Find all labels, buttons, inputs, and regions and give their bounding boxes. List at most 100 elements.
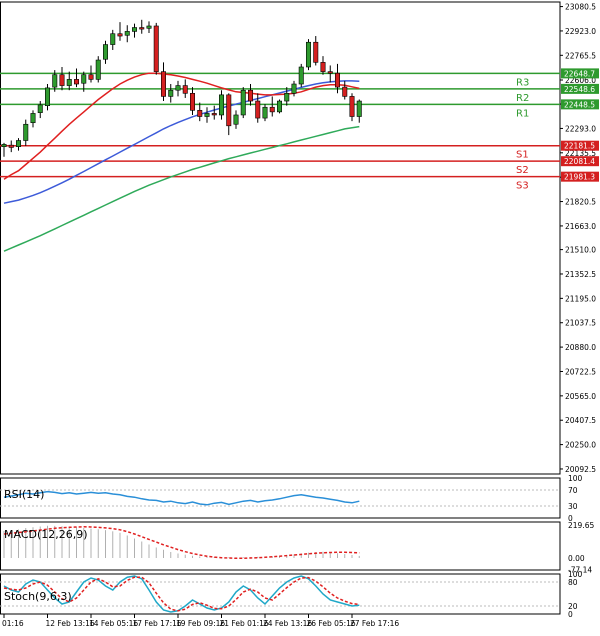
candle-body: [59, 74, 65, 86]
candle-body: [88, 74, 94, 80]
candle-body: [349, 96, 355, 117]
candle-body: [356, 100, 362, 117]
y-tick-label: 21820.5: [565, 198, 596, 207]
candle-body: [153, 25, 159, 72]
candle-body: [44, 87, 50, 106]
candle-body: [313, 41, 319, 63]
y-tick-label: 20565.0: [565, 392, 596, 401]
y-tick-label: 21195.0: [565, 294, 596, 303]
candle-body: [1, 144, 7, 147]
candle-body: [146, 25, 152, 29]
candle-body: [161, 71, 167, 97]
macd-tick-label: 0.00: [568, 554, 585, 563]
candle-body: [342, 86, 348, 97]
level-label-s1: S1: [516, 150, 529, 161]
y-tick-label: 20407.5: [565, 416, 596, 425]
candle-body: [52, 74, 58, 88]
level-label-r2: R2: [516, 93, 529, 104]
candle-body: [284, 93, 290, 102]
pane-frame-price: [0, 1, 561, 475]
y-tick-label: 22135.5: [565, 149, 596, 158]
y-tick-label: 20092.5: [565, 465, 596, 474]
y-tick-label: 21663.0: [565, 222, 596, 231]
candle-body: [8, 144, 14, 148]
y-tick-label: 23080.5: [565, 3, 596, 12]
x-tick-label: 21 Feb 01:16: [220, 619, 269, 628]
x-tick-label: 24 Feb 13:16: [263, 619, 312, 628]
level-price-value: 22081.4: [564, 157, 595, 166]
x-tick-label: 17 Feb 17:16: [133, 619, 182, 628]
candle-body: [117, 33, 123, 37]
candle-body: [204, 113, 210, 117]
level-price-tag-r1: [561, 99, 599, 110]
level-price-tag-r3: [561, 68, 599, 79]
ma-blue-line: [3, 80, 360, 204]
candle-body: [211, 113, 217, 116]
level-price-tag-s2: [561, 156, 599, 167]
ma-red-line: [3, 72, 360, 180]
candle-body: [226, 94, 232, 127]
candle-body: [81, 74, 87, 84]
x-tick-label: 12 Feb 13:16: [46, 619, 95, 628]
macd-signal-line: [3, 526, 360, 560]
candle-body: [320, 62, 326, 72]
candle-body: [139, 27, 145, 30]
candle-body: [15, 140, 21, 147]
level-price-tag-r2: [561, 83, 599, 94]
candle-body: [30, 113, 36, 124]
candle-body: [132, 27, 138, 32]
candle-body: [74, 79, 80, 85]
y-tick-label: 22923.0: [565, 27, 596, 36]
level-price-value: 21981.3: [564, 173, 595, 182]
stoch-k-line: [3, 575, 360, 613]
candle-body: [334, 72, 340, 88]
y-tick-label: 20250.0: [565, 441, 596, 450]
level-price-value: 22648.7: [564, 69, 595, 78]
candle-body: [124, 31, 130, 36]
level-price-tag-s1: [561, 140, 599, 151]
stoch-tick-label: 20: [568, 602, 578, 611]
rsi-tick-label: 100: [568, 474, 583, 483]
candle-body: [66, 79, 72, 86]
stoch-tick-label: 80: [568, 578, 578, 587]
candle-body: [240, 89, 246, 116]
pane-frame-macd: [0, 521, 561, 571]
y-tick-label: 21037.5: [565, 319, 596, 328]
candle-body: [248, 89, 254, 102]
candle-body: [269, 106, 275, 113]
candle-body: [95, 59, 101, 80]
level-label-s3: S3: [516, 181, 529, 192]
stoch-d-line: [3, 576, 360, 612]
rsi-tick-label: 30: [568, 502, 578, 511]
candle-body: [219, 94, 225, 116]
level-label-r3: R3: [516, 77, 529, 88]
x-tick-label: 27 Feb 17:16: [350, 619, 399, 628]
y-tick-label: 22293.0: [565, 124, 596, 133]
candle-body: [23, 123, 29, 141]
y-tick-label: 20880.0: [565, 343, 596, 352]
macd-tick-label: -77.14: [568, 566, 592, 575]
candle-body: [233, 114, 239, 125]
level-price-value: 22448.5: [564, 100, 595, 109]
stoch-title: Stoch(9,6,3): [4, 590, 72, 603]
x-tick-label: 26 Feb 05:16: [307, 619, 356, 628]
candle-body: [190, 93, 196, 111]
candle-body: [110, 33, 116, 45]
y-tick-label: 22765.5: [565, 51, 596, 60]
candle-body: [197, 110, 203, 117]
level-label-r1: R1: [516, 108, 529, 119]
candle-body: [305, 41, 311, 68]
level-price-value: 22548.6: [564, 85, 595, 94]
candle-body: [276, 100, 282, 113]
stoch-tick-label: 100: [568, 570, 583, 579]
candle-body: [262, 106, 268, 119]
y-tick-label: 21352.5: [565, 270, 596, 279]
level-price-tag-s3: [561, 171, 599, 182]
level-price-value: 22181.5: [564, 142, 595, 151]
candle-body: [255, 100, 261, 119]
rsi-tick-label: 0: [568, 514, 573, 523]
x-tick-label: 14 Feb 05:16: [89, 619, 138, 628]
level-label-s2: S2: [516, 165, 529, 176]
